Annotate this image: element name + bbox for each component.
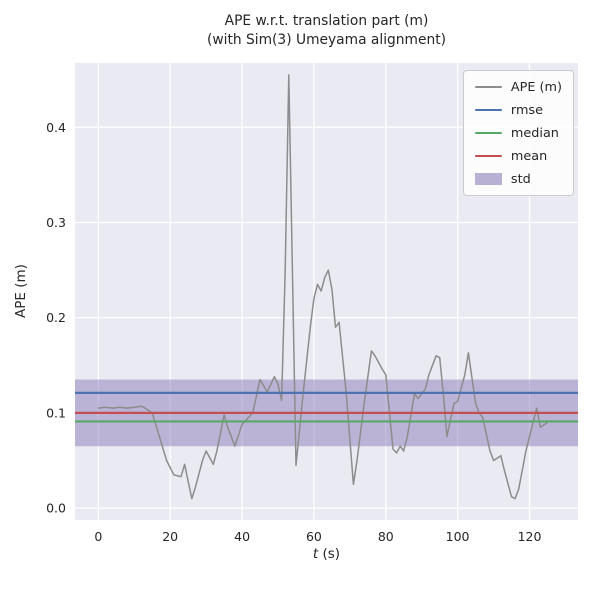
x-tick-label: 40 (234, 529, 250, 544)
y-tick-label: 0.4 (46, 120, 66, 135)
y-tick-label: 0.0 (46, 501, 66, 516)
y-tick-label: 0.2 (46, 310, 66, 325)
legend-label-median: median (510, 125, 559, 141)
x-tick-label: 120 (518, 529, 542, 544)
legend-item-rmse: rmse (474, 102, 562, 118)
chart-title: APE w.r.t. translation part (m) (224, 13, 429, 29)
x-axis-label-unit: (s) (322, 546, 341, 562)
legend-item-median: median (474, 125, 562, 141)
x-axis-label-variable: t (312, 546, 319, 562)
legend-label-rmse: rmse (510, 102, 543, 118)
x-tick-label: 20 (162, 529, 178, 544)
legend-swatch-median-line-icon (474, 131, 502, 135)
legend-swatch-ape-line-icon (474, 85, 502, 89)
legend-item-mean: mean (474, 148, 562, 164)
x-tick-label: 0 (94, 529, 102, 544)
legend: APE (m) rmse median mean std (462, 70, 574, 196)
legend-swatch-rmse-line-icon (474, 108, 502, 112)
legend-swatch-mean-line-icon (474, 154, 502, 158)
y-axis-label: APE (m) (13, 264, 29, 318)
chart-subtitle: (with Sim(3) Umeyama alignment) (206, 32, 446, 48)
legend-label-ape: APE (m) (510, 79, 562, 95)
x-tick-label: 60 (306, 529, 322, 544)
legend-item-ape: APE (m) (474, 79, 562, 95)
legend-swatch-std-patch-icon (474, 173, 502, 185)
y-tick-label: 0.1 (46, 405, 66, 420)
x-tick-label: 80 (378, 529, 394, 544)
y-tick-label: 0.3 (46, 215, 66, 230)
ape-line (97, 74, 549, 500)
legend-label-std: std (510, 171, 531, 187)
legend-item-std: std (474, 171, 562, 187)
x-axis-label: t (s) (75, 546, 578, 562)
x-tick-label: 100 (446, 529, 470, 544)
legend-label-mean: mean (510, 148, 548, 164)
